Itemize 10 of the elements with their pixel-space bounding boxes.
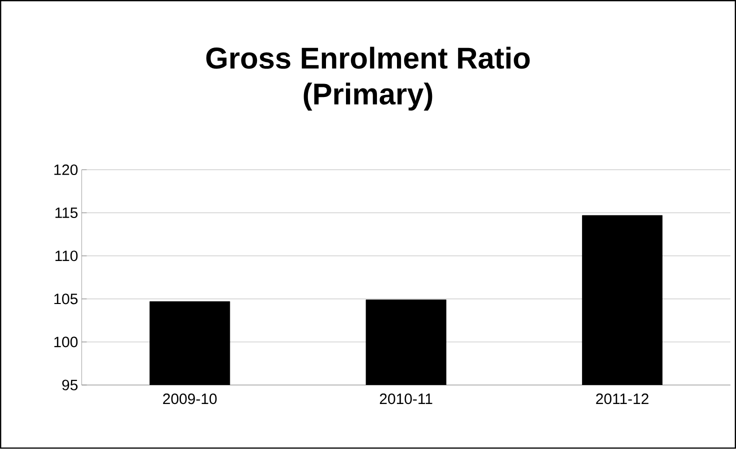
y-tick-label: 95 [62,380,78,390]
x-tick-label: 2010-11 [380,394,432,404]
chart-title: Gross Enrolment Ratio (Primary) [206,46,530,111]
y-tick-label: 120 [54,164,78,176]
x-tick-label: 2009-10 [163,394,217,404]
y-tick-label: 110 [55,250,78,262]
y-tick-label: 105 [54,294,78,304]
y-tick-label: 115 [55,208,78,218]
y-tick-label: 100 [54,336,78,348]
x-tick-label: 2011-12 [596,394,648,404]
